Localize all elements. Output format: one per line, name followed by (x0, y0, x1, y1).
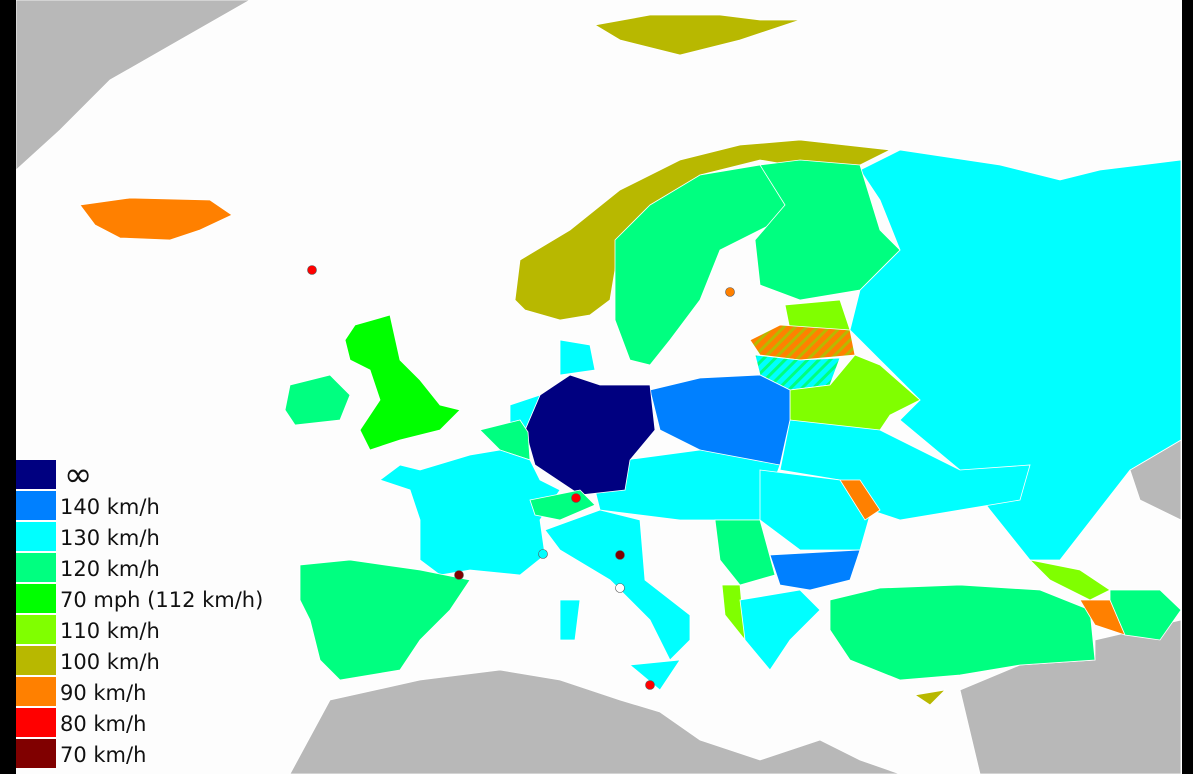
legend-swatch (16, 491, 56, 522)
sweden (614, 164, 791, 366)
cyprus (913, 689, 947, 706)
legend-swatch (16, 615, 56, 646)
legend-item-140: 140 km/h (16, 491, 263, 522)
legend-swatch (16, 708, 56, 739)
sicily (629, 659, 681, 691)
russia (849, 149, 1182, 561)
legend-item-110: 110 km/h (16, 615, 263, 646)
poland (649, 374, 791, 466)
countries (79, 14, 1182, 706)
liechtenstein-marker (571, 493, 581, 503)
legend-swatch (16, 677, 56, 708)
legend-label: 140 km/h (60, 494, 160, 519)
azerbaijan (1109, 589, 1182, 641)
andorra-marker (454, 570, 464, 580)
legend-item-80: 80 km/h (16, 708, 263, 739)
georgia (1028, 559, 1111, 601)
germany (524, 374, 656, 496)
greece (739, 589, 821, 671)
sardinia (559, 599, 581, 641)
legend-swatch (16, 522, 56, 553)
legend-label: 80 km/h (60, 711, 147, 736)
legend-label: 110 km/h (60, 618, 160, 643)
legend-label: 70 mph (112 km/h) (60, 587, 264, 612)
svalbard (593, 14, 801, 56)
vatican-marker (615, 583, 625, 593)
ireland (284, 374, 351, 426)
legend-label: 120 km/h (60, 556, 160, 581)
legend-item-70: 70 km/h (16, 739, 263, 770)
finland (754, 159, 901, 301)
iceland (79, 197, 233, 241)
no-data-regions (16, 0, 1182, 774)
europe-speed-limit-map (16, 0, 1182, 774)
legend-label: 100 km/h (60, 649, 160, 674)
legend-item-120: 120 km/h (16, 553, 263, 584)
legend-swatch (16, 646, 56, 677)
legend-label: 90 km/h (60, 680, 147, 705)
greenland (16, 0, 251, 171)
legend-swatch (16, 460, 56, 491)
spain-portugal (299, 559, 471, 681)
legend-swatch (16, 739, 56, 770)
belgium (479, 419, 531, 461)
faroe-marker (307, 265, 317, 275)
legend-item-unlimited: ∞ (16, 455, 263, 495)
monaco-marker (538, 549, 548, 559)
legend-swatch (16, 584, 56, 615)
map-svg (16, 0, 1182, 774)
legend-label: 70 km/h (60, 742, 147, 767)
latvia (749, 324, 856, 361)
malta-marker (645, 680, 655, 690)
legend-label: 130 km/h (60, 525, 160, 550)
bulgaria (769, 549, 861, 591)
ukraine (779, 419, 1031, 521)
aland-marker (725, 287, 735, 297)
great-britain (344, 314, 461, 451)
legend-label: ∞ (64, 455, 93, 495)
estonia (784, 299, 851, 331)
serbia (714, 519, 776, 586)
north-africa (289, 669, 901, 774)
france (379, 449, 561, 576)
legend-item-130: 130 km/h (16, 522, 263, 553)
legend-item-100: 100 km/h (16, 646, 263, 677)
legend-item-90: 90 km/h (16, 677, 263, 708)
san-marino-marker (615, 550, 625, 560)
legend-item-70mph: 70 mph (112 km/h) (16, 584, 263, 615)
turkey (829, 584, 1096, 681)
denmark (559, 339, 596, 376)
microstate-markers (307, 265, 735, 690)
legend-swatch (16, 553, 56, 584)
moldova (839, 479, 881, 521)
legend: ∞ 140 km/h 130 km/h 120 km/h 70 mph (112… (16, 455, 263, 770)
